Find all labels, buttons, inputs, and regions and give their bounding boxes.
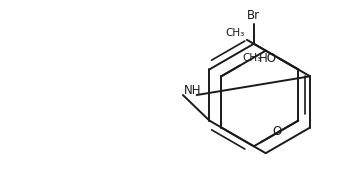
Text: O: O: [273, 125, 282, 138]
Text: CH₃: CH₃: [242, 54, 261, 64]
Text: CH₃: CH₃: [226, 28, 245, 38]
Text: HO: HO: [258, 52, 277, 65]
Text: NH: NH: [184, 84, 201, 97]
Text: Br: Br: [247, 9, 260, 22]
